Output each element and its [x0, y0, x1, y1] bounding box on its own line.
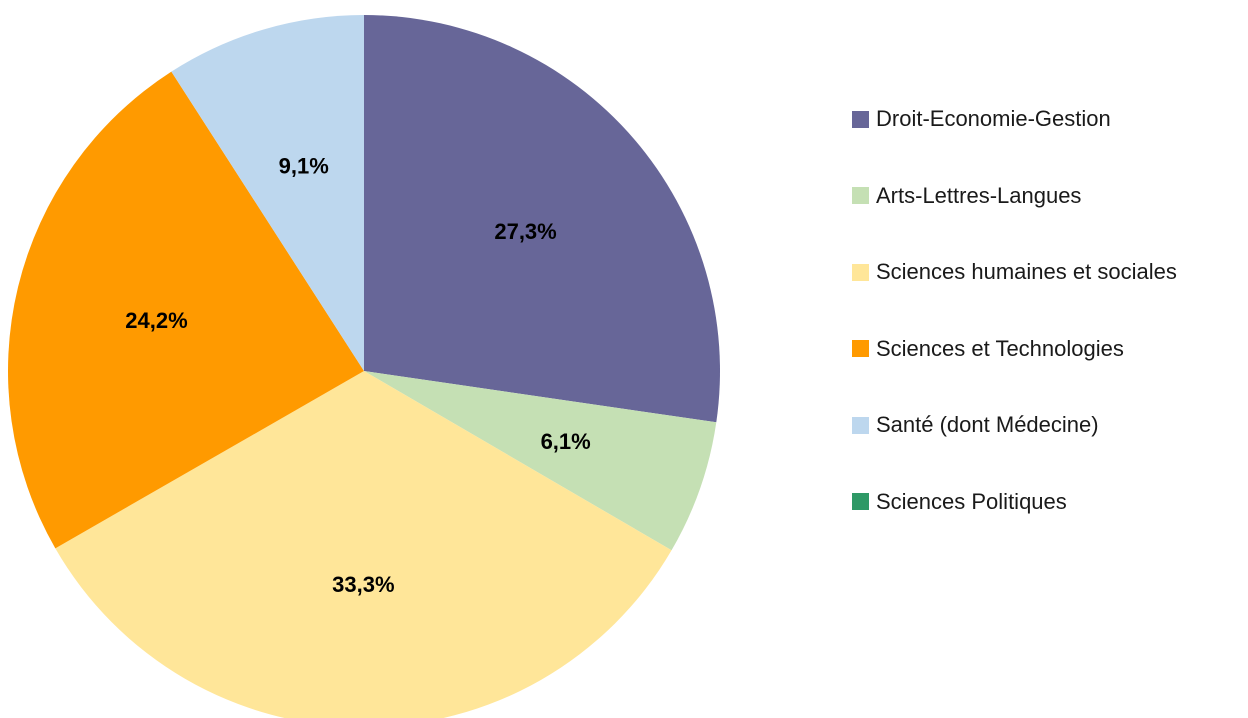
legend-label: Sciences humaines et sociales	[876, 259, 1177, 284]
legend: Droit-Economie-Gestion Arts-Lettres-Langu…	[852, 104, 1177, 563]
legend-item: Santé (dont Médecine)	[852, 410, 1177, 440]
legend-swatch	[852, 110, 869, 128]
legend-item: Arts-Lettres-Langues	[852, 181, 1177, 211]
slice-label-3: 33,3%	[332, 572, 394, 597]
legend-label: Sciences Politiques	[876, 488, 1067, 514]
legend-swatch	[852, 416, 869, 434]
legend-label: Droit-Economie-Gestion	[876, 106, 1111, 131]
legend-swatch	[852, 187, 869, 204]
pie-slice-1	[364, 15, 720, 423]
pie-slice-3	[55, 371, 672, 718]
slice-label-2: 6,1%	[541, 429, 591, 454]
legend-item: Droit-Economie-Gestion	[852, 104, 1177, 134]
legend-item: Sciences Politiques	[852, 487, 1177, 517]
legend-swatch	[852, 340, 869, 357]
legend-swatch	[852, 493, 869, 510]
legend-item: Sciences et Technologies	[852, 334, 1177, 364]
legend-label: Sciences et Technologies	[876, 335, 1124, 361]
legend-item: Sciences humaines et sociales	[852, 257, 1177, 287]
slice-label-1: 27,3%	[494, 219, 556, 244]
slice-label-5: 9,1%	[279, 154, 329, 179]
pie-slice-labels: 27,3% 6,1% 33,3% 24,2% 9,1%	[125, 154, 590, 598]
pie-slice-4	[7, 71, 365, 549]
slice-label-4: 24,2%	[125, 308, 187, 333]
legend-swatch	[852, 263, 869, 281]
legend-label: Santé (dont Médecine)	[876, 412, 1099, 437]
pie-slice-5	[171, 15, 364, 371]
legend-label: Arts-Lettres-Langues	[876, 182, 1082, 208]
pie-slice-2	[364, 371, 717, 551]
pie-slices	[7, 15, 720, 718]
